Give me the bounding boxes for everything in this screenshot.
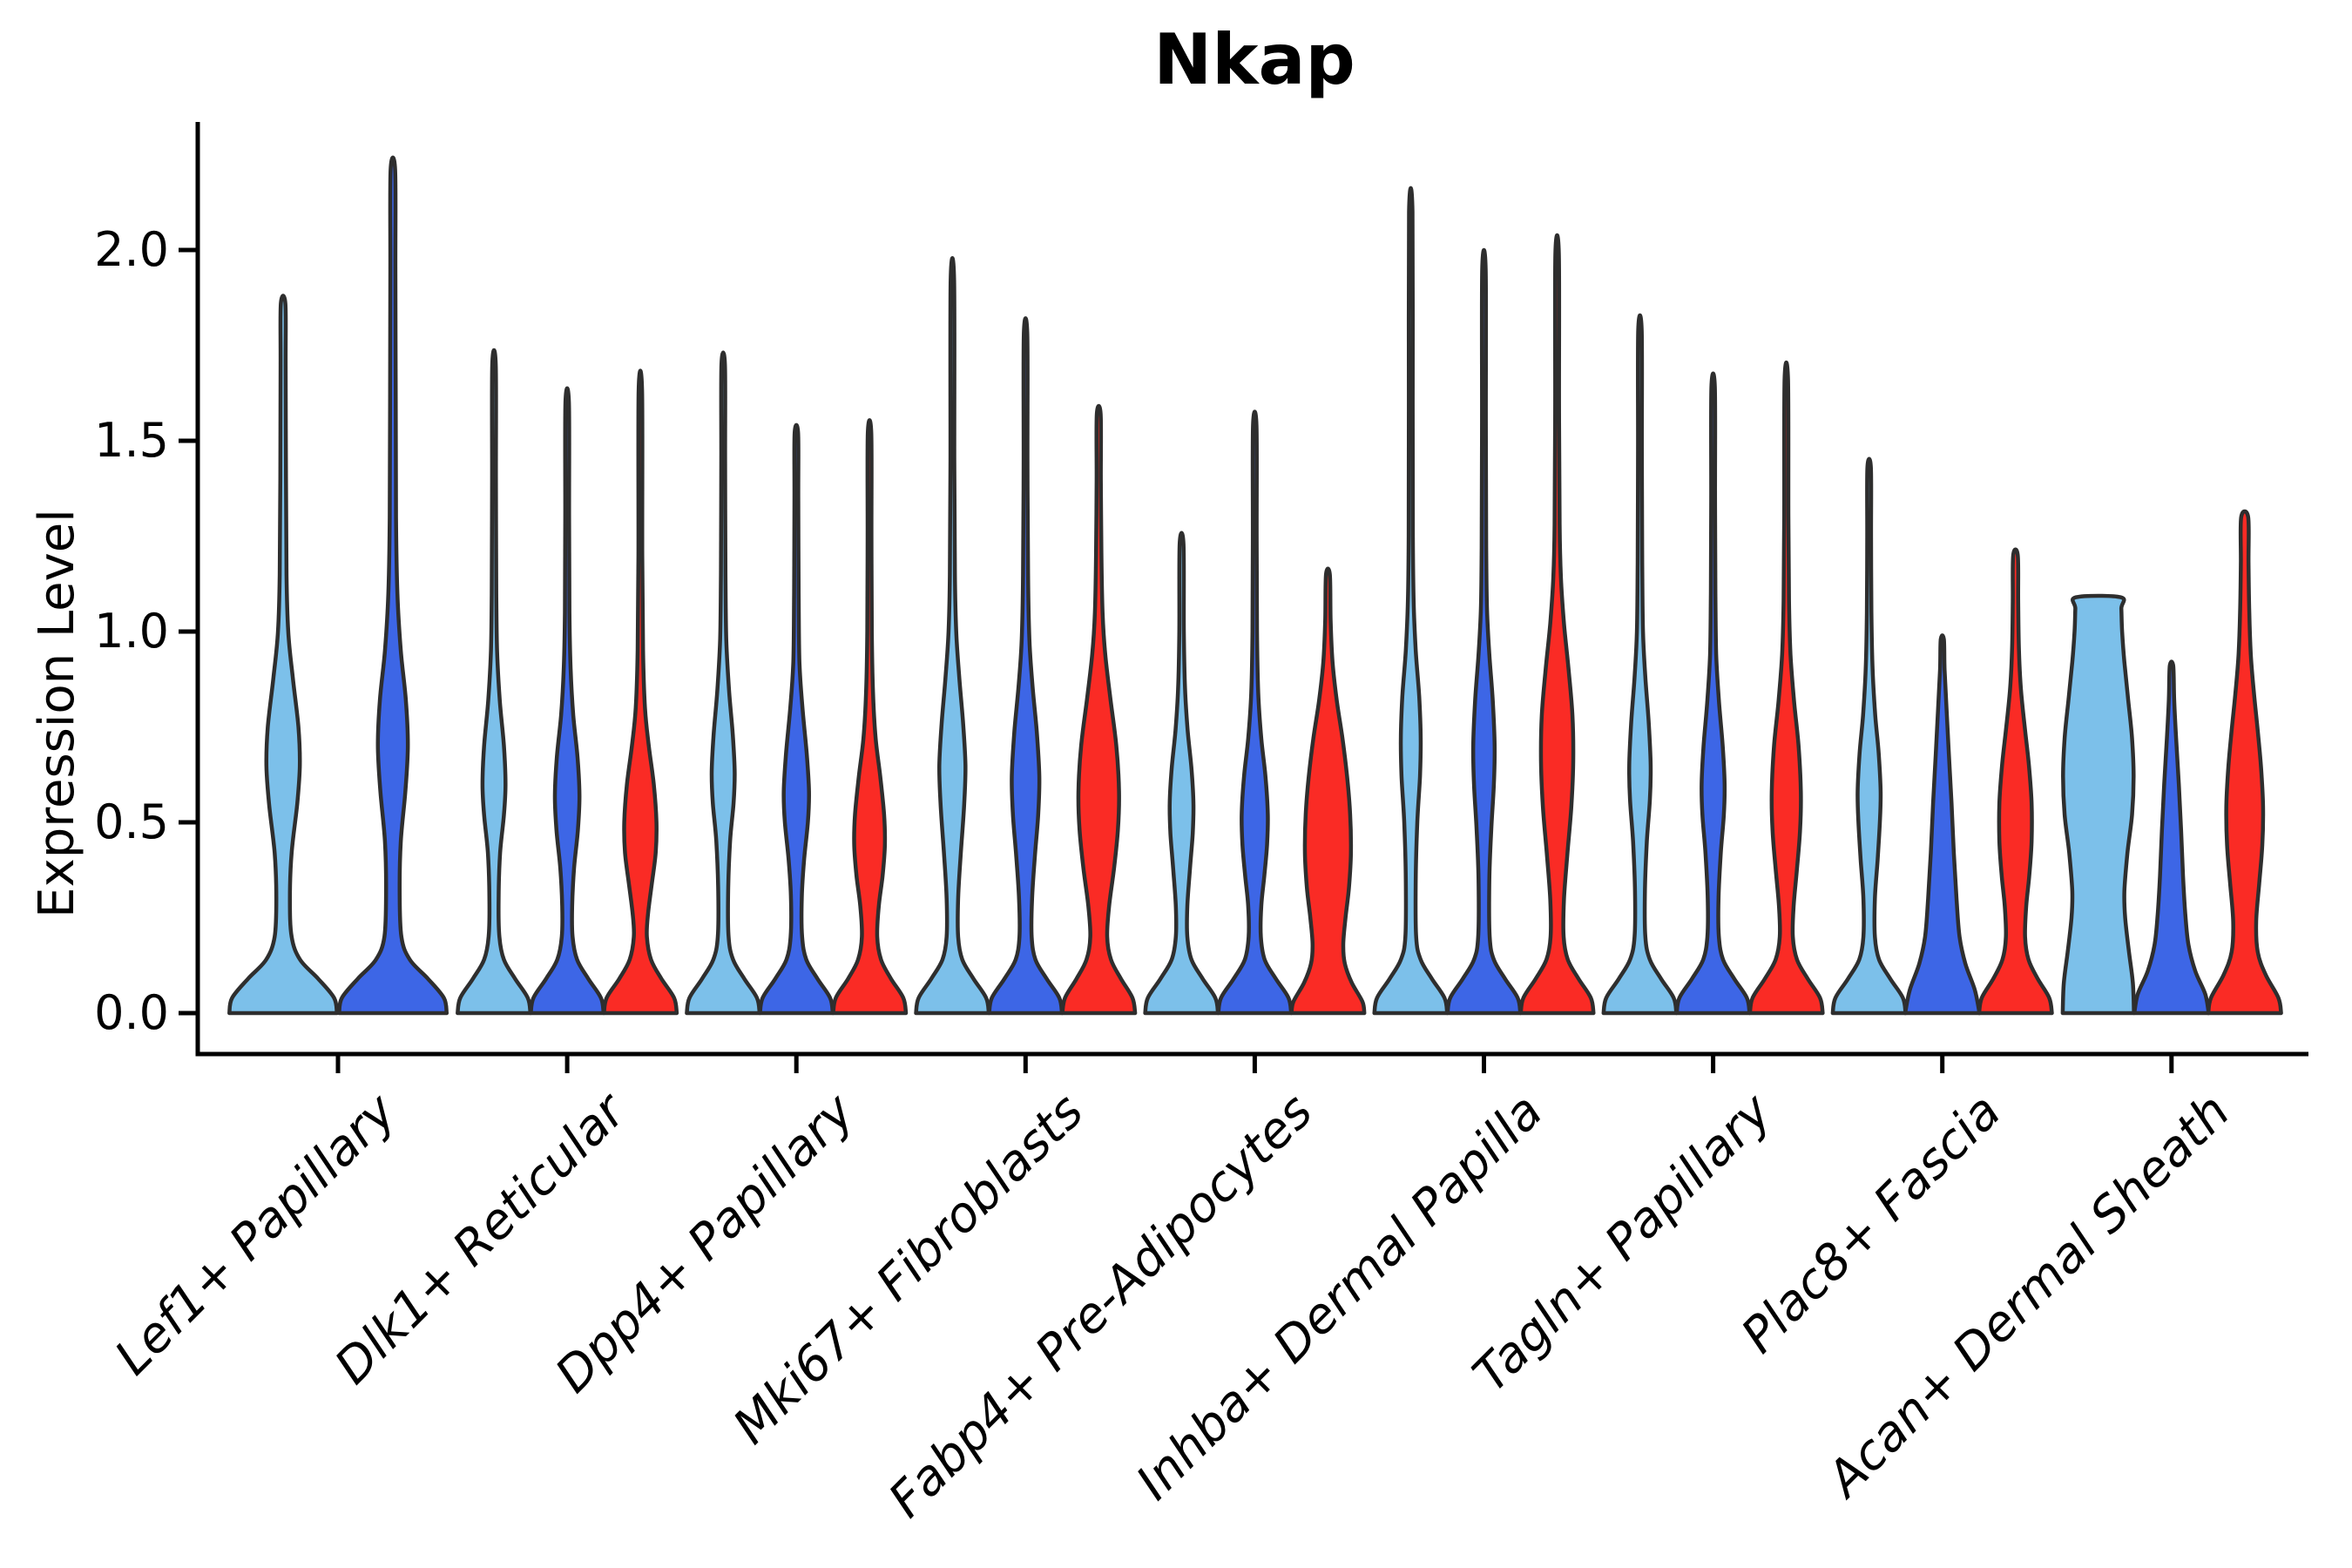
- violin-fabp4-pre-adipocytes-split-3-red: [1289, 566, 1367, 1016]
- violin-dpp4-papillary-split-1-light-blue: [685, 350, 762, 1016]
- violin-dlk1-reticular-split-1-light-blue: [456, 348, 533, 1016]
- violin-tagln-papillary-split-1-light-blue: [1601, 313, 1679, 1016]
- violin-lef1-papillary-split-2-royal-blue: [337, 155, 449, 1016]
- y-axis-label: Expression Level: [29, 509, 85, 918]
- violin-dlk1-reticular-split-2-royal-blue: [529, 386, 606, 1016]
- violin-lef1-papillary-split-1-light-blue: [227, 294, 340, 1016]
- violin-dpp4-papillary-split-2-royal-blue: [758, 422, 835, 1016]
- violin-dlk1-reticular-split-3-red: [602, 368, 679, 1016]
- violin-plac8-fascia-split-3-red: [1977, 547, 2054, 1016]
- violin-acan-dermal-sheath-split-3-red: [2206, 509, 2283, 1016]
- y-tick-label-1.5: 1.5: [94, 413, 169, 468]
- chart-title: Nkap: [1153, 19, 1355, 100]
- violin-inhba-dermal-papilla-split-1-light-blue: [1372, 186, 1450, 1016]
- violin-inhba-dermal-papilla-split-3-red: [1518, 233, 1596, 1016]
- violin-mki67-fibroblasts-split-1-light-blue: [914, 256, 991, 1016]
- violin-plac8-fascia-split-1-light-blue: [1830, 456, 1908, 1016]
- violin-tagln-papillary-split-3-red: [1747, 360, 1825, 1016]
- violin-fabp4-pre-adipocytes-split-1-light-blue: [1143, 531, 1220, 1016]
- violin-fabp4-pre-adipocytes-split-2-royal-blue: [1216, 409, 1294, 1016]
- violin-plac8-fascia-split-2-royal-blue: [1903, 633, 1982, 1016]
- y-tick-label-2.0: 2.0: [94, 222, 169, 277]
- y-tick-label-0.0: 0.0: [94, 985, 169, 1040]
- violin-acan-dermal-sheath-split-2-royal-blue: [2132, 659, 2211, 1016]
- violin-tagln-papillary-split-2-royal-blue: [1674, 371, 1752, 1016]
- violin-inhba-dermal-papilla-split-2-royal-blue: [1445, 247, 1523, 1016]
- violin-acan-dermal-sheath-split-1-light-blue: [2060, 593, 2136, 1016]
- y-tick-label-1.0: 1.0: [94, 604, 169, 659]
- violin-mki67-fibroblasts-split-3-red: [1060, 403, 1138, 1016]
- violin-mki67-fibroblasts-split-2-royal-blue: [987, 316, 1064, 1016]
- y-tick-label-0.5: 0.5: [94, 794, 169, 849]
- violin-dpp4-papillary-split-3-red: [831, 418, 909, 1016]
